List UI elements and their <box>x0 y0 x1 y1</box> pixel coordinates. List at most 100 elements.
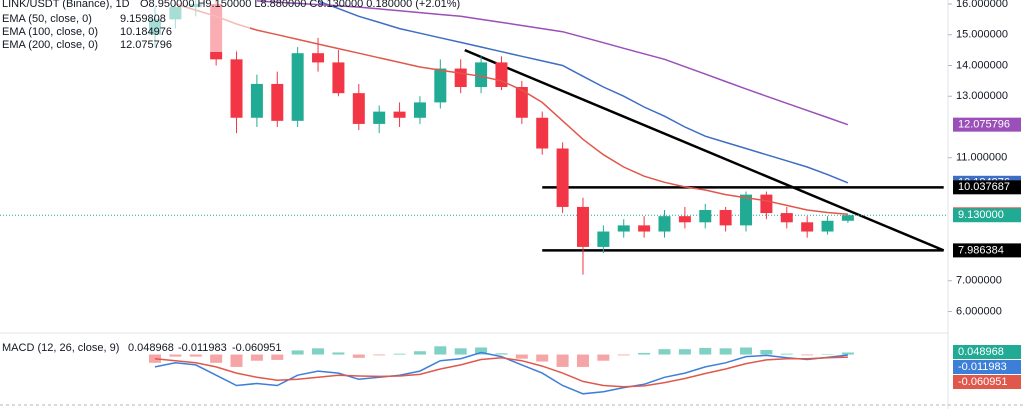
ema-price-label-text: 12.075796 <box>958 119 1010 131</box>
macd-histogram-bar <box>760 349 773 355</box>
legend-value: 12.075796 <box>120 39 172 51</box>
macd-histogram-bar <box>780 353 793 355</box>
candle-body <box>597 231 610 247</box>
legend-name: EMA (50, close, 0) <box>2 13 92 25</box>
ohlc: O8.950000 H9.150000 L8.880000 C9.130000 … <box>140 0 460 10</box>
ema-price-label: 12.075796 <box>953 117 1021 132</box>
candle-body <box>617 225 630 232</box>
legend-value: 9.159808 <box>120 13 166 25</box>
last-price-label-bg <box>953 208 1021 223</box>
macd-histogram-bar <box>617 354 630 356</box>
macd-histogram-bar <box>393 353 406 355</box>
macd-histogram-bar <box>149 354 161 363</box>
macd-hist-value: 0.048968 <box>128 342 174 354</box>
ema-line <box>256 0 849 126</box>
macd-histogram-bar <box>801 354 814 356</box>
macd-axis-label: -0.011983 <box>953 360 1021 374</box>
trendline <box>464 48 945 252</box>
macd-histogram-bar <box>638 352 651 355</box>
candle-body <box>250 83 263 118</box>
y-tick-label: 14.000000 <box>956 59 1008 71</box>
candle-body <box>332 62 345 94</box>
last-price-label-text: 9.130000 <box>958 209 1004 221</box>
candle-body <box>678 216 691 223</box>
ema-price-label-bg <box>953 117 1021 132</box>
candle-body <box>658 216 671 232</box>
signal-value: -0.060951 <box>232 342 282 354</box>
candle-body <box>271 83 284 121</box>
signal-line <box>154 356 848 388</box>
level-price-label: 7.986384 <box>953 243 1021 258</box>
macd-histogram-bar <box>434 346 447 355</box>
macd-histogram-bar <box>576 354 589 367</box>
candle-body <box>230 59 243 118</box>
macd-histogram-bar <box>821 354 834 355</box>
candle-body <box>638 225 651 232</box>
macd-histogram-bar <box>515 354 528 359</box>
macd-histogram-bar <box>678 349 691 355</box>
macd-histogram-bar <box>169 354 182 357</box>
candle-body <box>515 87 528 118</box>
legend-name: EMA (100, close, 0) <box>2 26 98 38</box>
candle-body <box>821 220 834 232</box>
macd-histogram-bar <box>291 350 304 355</box>
macd-axis-label-text: 0.048968 <box>958 346 1004 358</box>
level-price-label: 10.037687 <box>953 180 1021 195</box>
y-tick-label: 15.000000 <box>956 29 1008 41</box>
macd-axis-label-bg <box>953 360 1021 374</box>
candle-body <box>291 53 304 121</box>
macd-value: -0.011983 <box>178 342 227 354</box>
macd-histogram-bar <box>230 354 243 367</box>
candle-body <box>801 222 814 232</box>
macd-name: MACD (12, 26, close, 9) <box>2 342 119 354</box>
macd-line <box>154 351 848 395</box>
ema-line <box>175 3 848 216</box>
y-tick-label: 7.000000 <box>956 275 1002 287</box>
candle-body <box>312 53 325 63</box>
macd-axis-label-text: -0.011983 <box>958 361 1007 373</box>
candle-body <box>556 148 569 207</box>
macd-histogram-bar <box>495 353 508 355</box>
macd-histogram-bar <box>210 354 223 363</box>
macd-histogram-bar <box>699 347 712 355</box>
title: LINK/USDT (Binance), 1D <box>2 0 130 10</box>
candle-body <box>576 206 589 247</box>
candle-body <box>413 102 426 118</box>
macd-histogram-bar <box>352 354 365 358</box>
macd-axis-label-bg <box>953 375 1021 389</box>
legend-value: 10.184976 <box>120 26 172 38</box>
level-price-label-text: 10.037687 <box>958 181 1010 193</box>
candle-body <box>434 68 447 103</box>
macd-histogram-bar <box>332 352 345 355</box>
level-price-label-bg <box>953 180 1021 195</box>
macd-histogram-bar <box>189 354 202 357</box>
candle-body <box>475 62 488 88</box>
candle-body <box>841 215 854 221</box>
macd-axis-label-text: -0.060951 <box>958 376 1008 388</box>
macd-histogram-bar <box>271 354 284 360</box>
candle-body <box>536 117 549 149</box>
y-tick-label: 16.000000 <box>956 0 1008 10</box>
level-price-label-bg <box>953 243 1021 258</box>
macd-histogram-bar <box>841 352 854 355</box>
last-price-label: 9.130000 <box>953 208 1021 223</box>
macd-histogram-bar <box>413 351 426 355</box>
y-tick-label: 13.000000 <box>956 90 1008 102</box>
macd-histogram-bar <box>740 347 753 355</box>
macd-histogram-bar <box>250 354 263 361</box>
legend-name: EMA (200, close, 0) <box>2 39 98 51</box>
macd-histogram-bar <box>454 348 467 355</box>
candle-body <box>373 111 386 124</box>
macd-histogram-bar <box>556 354 569 367</box>
macd-histogram-bar <box>597 354 610 361</box>
macd-histogram-bar <box>312 348 325 355</box>
candle-body <box>719 210 732 226</box>
macd-histogram-bar <box>536 354 549 362</box>
overlay: LINK/USDT (Binance), 1D O8.950000 H9.150… <box>0 0 1021 389</box>
y-tick-label: 11.000000 <box>956 152 1007 164</box>
macd-histogram-bar <box>719 348 732 355</box>
y-tick-label: 6.000000 <box>956 305 1002 317</box>
candle-body <box>699 210 712 223</box>
